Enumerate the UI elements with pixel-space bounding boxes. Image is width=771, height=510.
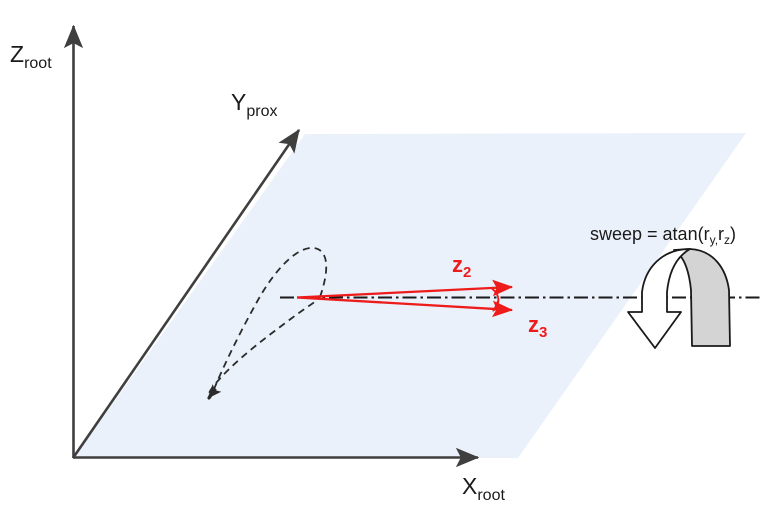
rotation-arrow-front-band	[627, 248, 691, 349]
root-plane	[74, 133, 746, 458]
vector-label-z3: z3	[528, 312, 547, 341]
sweep-angle-arc	[491, 287, 505, 312]
vector-label-z2: z2	[452, 252, 471, 281]
vector-z2	[296, 279, 514, 299]
vector-z3	[296, 296, 514, 318]
sweep-formula-label: sweep = atan(ry,rz)	[590, 224, 736, 247]
axis-label-z-root: Zroot	[10, 41, 52, 72]
axis-label-y-prox: Yprox	[231, 89, 277, 120]
airfoil-tail-tick	[207, 384, 222, 399]
dashed-airfoil-outline	[207, 247, 328, 400]
axis-line-y-prox	[71, 128, 301, 459]
axis-label-x-root: Xroot	[462, 473, 505, 504]
